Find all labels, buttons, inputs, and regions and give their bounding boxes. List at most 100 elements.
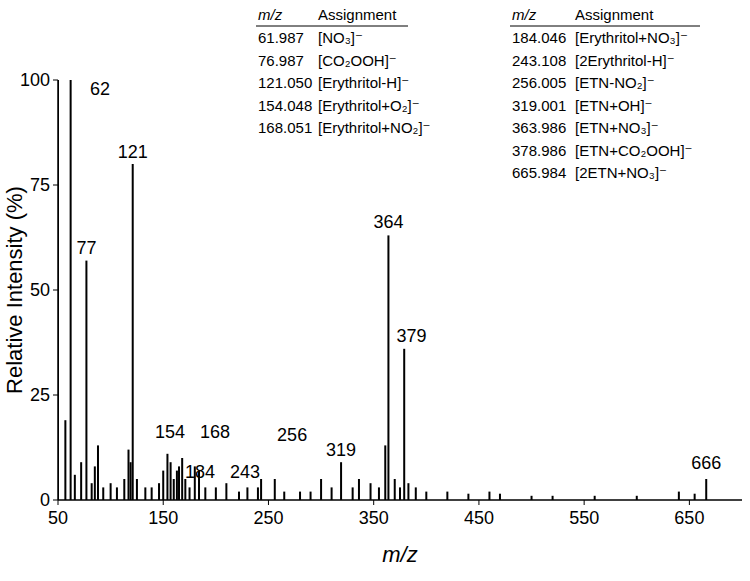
peak <box>320 479 322 500</box>
table-header: Assignment <box>575 6 654 23</box>
peak <box>70 80 72 500</box>
table-header: Assignment <box>318 6 397 23</box>
peak <box>705 479 707 500</box>
peak <box>488 492 490 500</box>
peak <box>181 458 183 500</box>
x-tick-label: 250 <box>253 508 283 528</box>
peak <box>394 479 396 500</box>
table-cell: 243.108 <box>512 52 566 69</box>
peak-label: 121 <box>118 142 148 162</box>
peak <box>246 487 248 500</box>
peak <box>215 487 217 500</box>
peak <box>694 494 696 500</box>
peak <box>58 80 59 500</box>
table-cell: 76.987 <box>258 52 304 69</box>
peak <box>358 479 360 500</box>
x-tick <box>689 500 690 505</box>
peak <box>189 487 191 500</box>
peak <box>162 471 164 500</box>
peak-label: 666 <box>691 453 721 473</box>
peak <box>170 462 172 500</box>
peak <box>151 487 153 500</box>
peak <box>499 494 501 500</box>
peak <box>94 466 96 500</box>
table-cell: [Erythritol+NO₂]⁻ <box>318 119 431 136</box>
peak <box>158 483 160 500</box>
peak <box>91 483 93 500</box>
x-tick-label: 650 <box>674 508 704 528</box>
peak-label: 319 <box>326 440 356 460</box>
peak-label: 168 <box>200 422 230 442</box>
x-tick <box>268 500 269 505</box>
table-cell: [2ETN+NO₃]⁻ <box>575 164 667 181</box>
x-tick-label: 50 <box>48 508 68 528</box>
x-tick <box>163 500 164 505</box>
x-tick-label: 550 <box>569 508 599 528</box>
peak <box>80 462 82 500</box>
peak <box>136 479 138 500</box>
x-axis <box>58 499 742 501</box>
x-tick-label: 150 <box>148 508 178 528</box>
y-tick <box>53 290 58 291</box>
peak <box>387 235 389 500</box>
peak <box>178 466 180 500</box>
peak <box>425 492 427 500</box>
table-cell: 665.984 <box>512 164 566 181</box>
table-cell: [ETN+OH]⁻ <box>575 97 653 114</box>
peak <box>116 487 118 500</box>
peak <box>446 492 448 500</box>
x-tick <box>478 500 479 505</box>
peak <box>130 462 132 500</box>
table-cell: [Erythritol+NO₃]⁻ <box>575 29 688 46</box>
x-axis-label: m/z <box>382 542 417 567</box>
table-cell: 154.048 <box>258 97 312 114</box>
table-cell: [Erythritol+O₂]⁻ <box>318 97 420 114</box>
peak-label: 379 <box>397 326 427 346</box>
peak <box>74 475 76 500</box>
table-cell: [CO₂OOH]⁻ <box>318 52 397 69</box>
peak <box>102 487 104 500</box>
y-tick <box>53 185 58 186</box>
table-header: m/z <box>258 6 283 23</box>
table-cell: 363.986 <box>512 119 566 136</box>
peak <box>331 487 333 500</box>
peak <box>467 494 469 500</box>
table-cell: 121.050 <box>258 74 312 91</box>
peak <box>85 261 87 500</box>
peak <box>299 492 301 500</box>
peak-label: 243 <box>230 462 260 482</box>
table-cell: 184.046 <box>512 29 566 46</box>
peak <box>415 487 417 500</box>
y-tick-label: 0 <box>40 490 50 510</box>
peak-label: 256 <box>277 425 307 445</box>
peak <box>176 471 178 500</box>
table-cell: 256.005 <box>512 74 566 91</box>
peak <box>144 487 146 500</box>
y-tick-label: 100 <box>20 70 50 90</box>
chart: 025507510050150250350450550650m/zRelativ… <box>0 0 750 581</box>
peak <box>110 483 112 500</box>
table-rule <box>510 26 700 27</box>
table-cell: 319.001 <box>512 97 566 114</box>
peak <box>260 479 262 500</box>
peak <box>166 454 168 500</box>
x-tick <box>584 500 585 505</box>
table-header: m/z <box>512 6 537 23</box>
y-tick-label: 25 <box>30 385 50 405</box>
table-cell: [NO₃]⁻ <box>318 29 363 46</box>
x-tick <box>58 500 59 505</box>
x-tick-label: 350 <box>359 508 389 528</box>
table-rule <box>256 26 408 27</box>
peak <box>128 450 130 500</box>
table-cell: 168.051 <box>258 119 312 136</box>
peak-label: 184 <box>185 462 215 482</box>
table-cell: 378.986 <box>512 142 566 159</box>
y-tick <box>53 395 58 396</box>
table-cell: [ETN-NO₂]⁻ <box>575 74 655 91</box>
peak <box>403 349 405 500</box>
peak-label: 154 <box>155 422 185 442</box>
peak-label: 364 <box>373 212 403 232</box>
peak <box>310 492 312 500</box>
peak <box>225 483 227 500</box>
peak <box>340 462 342 500</box>
